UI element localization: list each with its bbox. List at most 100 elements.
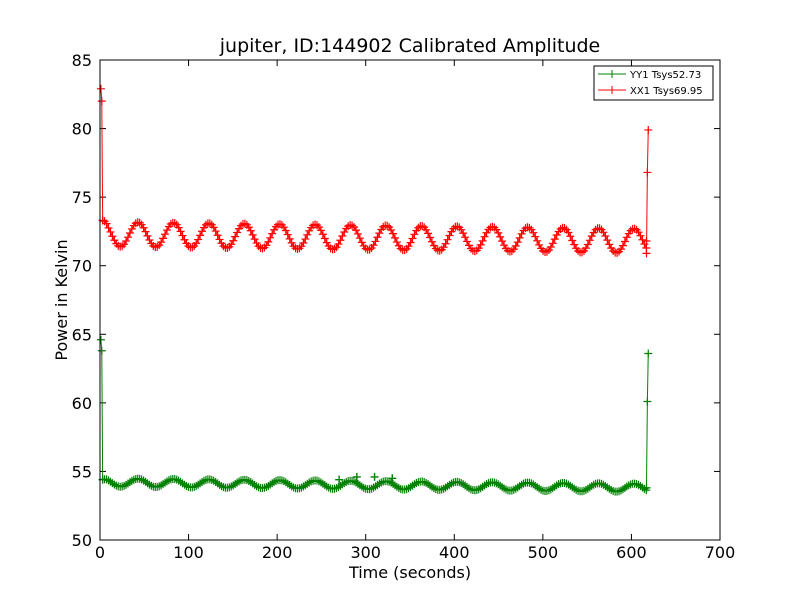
data-point: [554, 480, 563, 489]
data-point: [607, 486, 616, 495]
data-point: [305, 226, 314, 235]
data-point: [248, 230, 257, 239]
data-point: [139, 223, 148, 232]
plot-area: [100, 60, 720, 540]
data-point: [213, 231, 222, 240]
data-point: [552, 230, 561, 239]
data-point: [500, 241, 509, 250]
data-point: [535, 240, 544, 249]
data-point: [365, 245, 374, 254]
data-point: [537, 485, 546, 494]
data-point: [336, 236, 345, 245]
y-tick-label: 70: [72, 257, 92, 276]
data-point: [147, 481, 156, 490]
chart-title: jupiter, ID:144902 Calibrated Amplitude: [219, 35, 600, 57]
y-tick-label: 65: [72, 325, 92, 344]
data-point: [335, 475, 344, 484]
legend-marker-yy1: [608, 70, 616, 78]
data-point: [338, 232, 347, 241]
data-point: [355, 234, 364, 243]
data-point: [106, 227, 115, 236]
data-point: [566, 232, 575, 241]
data-point: [215, 235, 224, 244]
data-point: [400, 246, 409, 255]
y-tick-label: 75: [72, 188, 92, 207]
data-point: [122, 237, 131, 246]
data-point: [159, 234, 168, 243]
data-point: [511, 241, 520, 250]
data-point: [601, 231, 610, 240]
data-point: [406, 238, 415, 247]
data-point: [211, 227, 220, 236]
data-point: [369, 241, 378, 250]
data-point: [357, 238, 366, 247]
data-point: [595, 224, 604, 233]
data-point: [616, 245, 625, 254]
data-point: [161, 230, 170, 239]
data-point: [412, 479, 421, 488]
data-point: [525, 478, 534, 487]
data-point: [313, 476, 321, 485]
data-point: [330, 244, 339, 253]
series-layer: [96, 84, 653, 496]
data-point: [570, 240, 579, 249]
data-point: [324, 483, 333, 492]
data-point: [642, 483, 651, 492]
data-point: [344, 222, 353, 231]
data-point: [375, 479, 384, 488]
data-point: [589, 480, 598, 489]
data-point: [642, 237, 651, 246]
y-axis-label: Power in Kelvin: [52, 239, 71, 360]
data-point: [564, 228, 573, 237]
data-point: [466, 485, 475, 494]
data-point: [498, 237, 507, 246]
data-point: [636, 231, 645, 240]
x-axis-ticks: 0 100 200 300 400 500 600 700: [95, 60, 735, 562]
data-point: [620, 237, 629, 246]
data-point: [196, 231, 205, 240]
data-point: [474, 244, 483, 253]
data-point: [402, 485, 411, 494]
data-point: [307, 477, 316, 486]
data-point: [427, 237, 436, 246]
data-point: [266, 233, 275, 242]
data-point: [455, 478, 464, 487]
data-point: [227, 240, 236, 249]
data-point: [359, 483, 368, 492]
data-point: [287, 482, 296, 491]
data-point: [170, 219, 179, 228]
data-point: [299, 238, 308, 247]
data-point: [143, 231, 152, 240]
data-point: [162, 226, 171, 235]
x-tick-label: 0: [95, 543, 105, 562]
data-point: [104, 223, 113, 232]
series-yy1: [96, 335, 653, 496]
data-point: [305, 478, 314, 487]
data-point: [453, 222, 462, 231]
data-point: [295, 484, 304, 493]
data-point: [108, 232, 117, 241]
data-point: [174, 223, 183, 232]
x-tick-label: 100: [173, 543, 204, 562]
data-point: [494, 228, 503, 237]
data-point: [270, 477, 279, 486]
data-point: [480, 232, 489, 241]
data-point: [515, 233, 524, 242]
data-point: [322, 238, 331, 247]
data-point: [97, 346, 106, 355]
data-point: [301, 235, 310, 244]
data-point: [246, 226, 255, 235]
data-point: [525, 223, 534, 232]
data-point: [613, 248, 622, 257]
data-point: [383, 221, 392, 230]
data-point: [164, 476, 173, 485]
data-point: [542, 247, 551, 256]
data-point: [178, 231, 187, 240]
data-point: [351, 226, 360, 235]
data-point: [643, 168, 652, 177]
data-point: [426, 233, 435, 242]
series-markers: [96, 84, 653, 258]
data-point: [490, 478, 499, 487]
data-point: [353, 229, 362, 238]
